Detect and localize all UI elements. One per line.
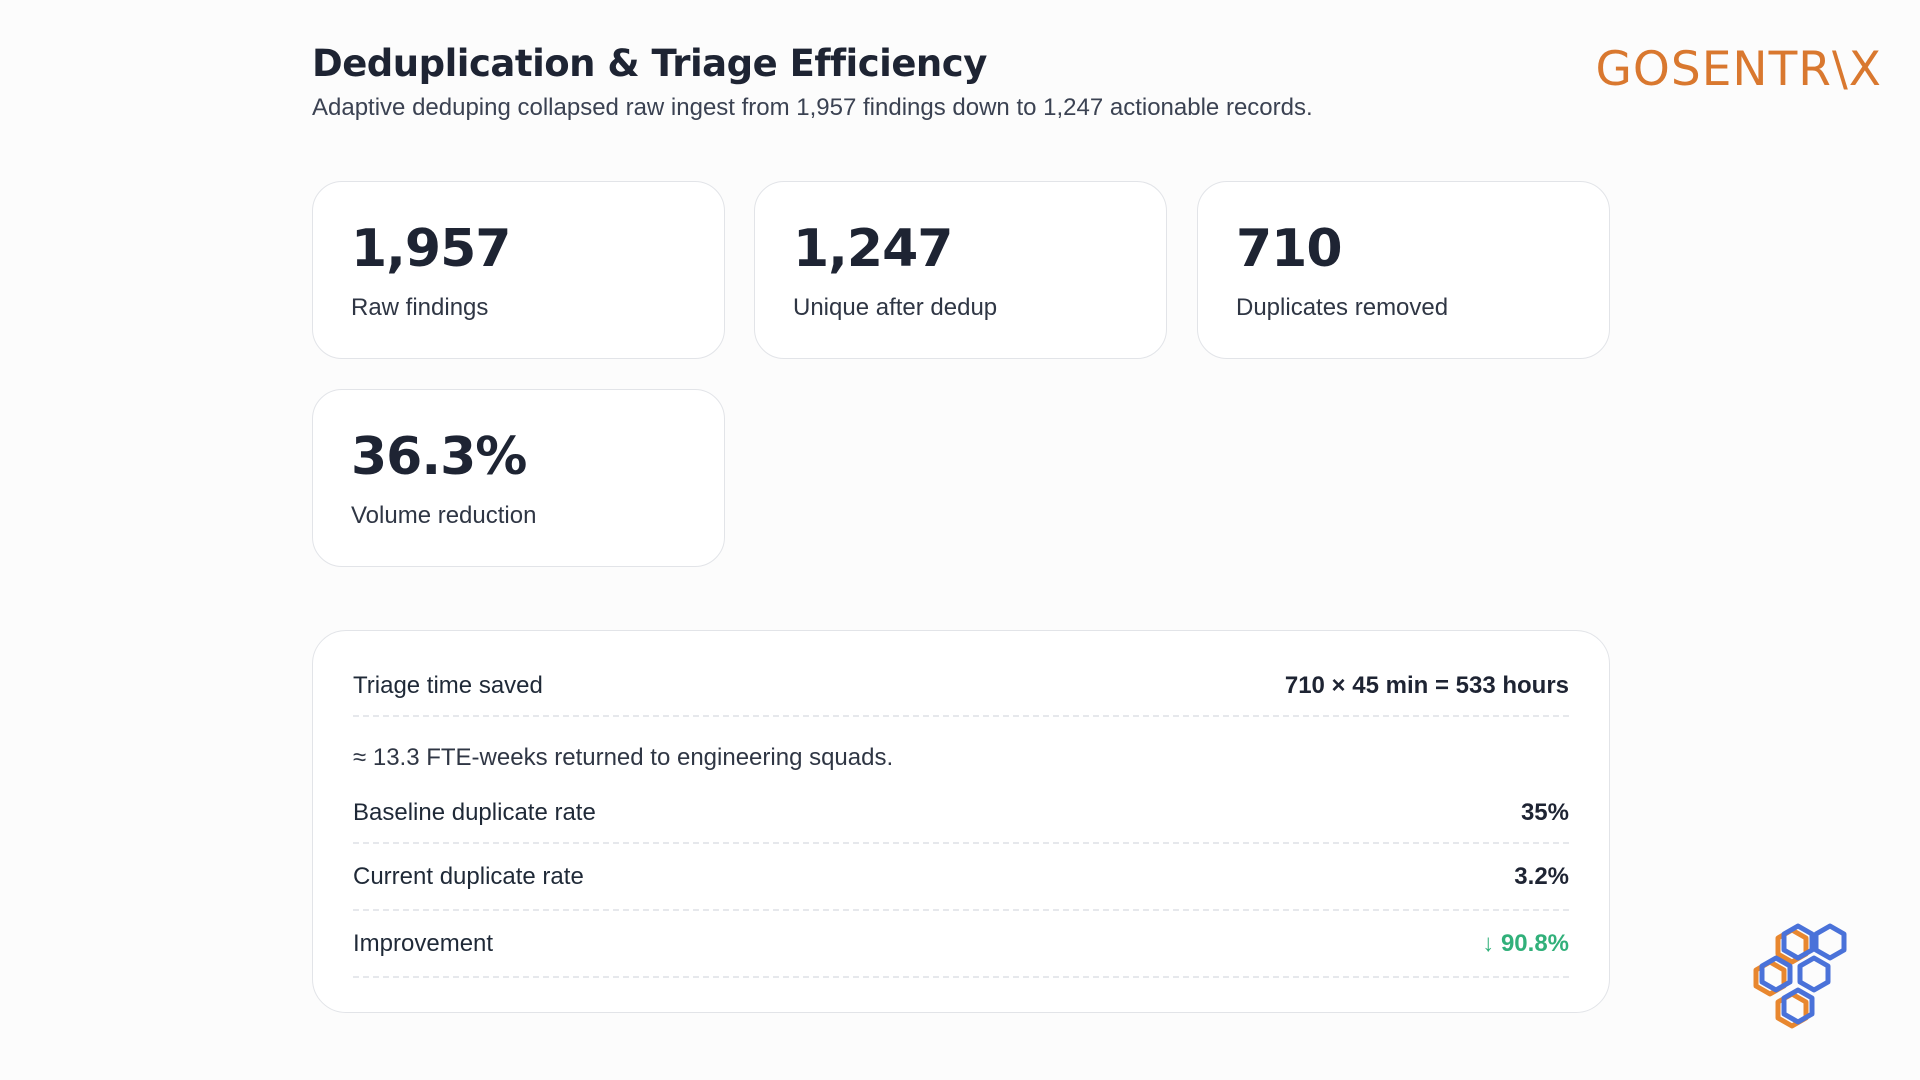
metric-value: 36.3%	[351, 427, 527, 487]
baseline-row: Baseline duplicate rate 35%	[353, 784, 1569, 844]
metric-card-duplicates: 710 Duplicates removed	[1197, 181, 1610, 359]
metric-value: 1,957	[351, 219, 511, 279]
metric-label: Duplicates removed	[1236, 294, 1449, 321]
triage-value: 710 × 45 min = 533 hours	[1284, 672, 1569, 699]
page-subtitle: Adaptive deduping collapsed raw ingest f…	[312, 94, 1313, 121]
details-panel: Triage time saved 710 × 45 min = 533 hou…	[312, 630, 1610, 1013]
baseline-label: Baseline duplicate rate	[353, 799, 596, 826]
metric-value: 710	[1236, 219, 1343, 279]
triage-row: Triage time saved 710 × 45 min = 533 hou…	[353, 657, 1569, 717]
improvement-value: ↓ 90.8%	[1482, 929, 1569, 957]
baseline-value: 35%	[1520, 799, 1569, 826]
metric-card-volume-reduction: 36.3% Volume reduction	[312, 389, 725, 567]
current-value: 3.2%	[1514, 862, 1569, 890]
header: Deduplication & Triage Efficiency Adapti…	[312, 40, 1313, 124]
improvement-row: Improvement ↓ 90.8%	[353, 911, 1569, 978]
metric-label: Unique after dedup	[793, 294, 998, 321]
metric-value: 1,247	[793, 219, 953, 279]
current-row: Current duplicate rate 3.2%	[353, 844, 1569, 911]
hexagon-cluster-icon	[1753, 923, 1847, 1029]
metric-label: Volume reduction	[351, 502, 537, 529]
metric-label: Raw findings	[351, 294, 489, 321]
brand-logo: GOSENTR\X	[1595, 42, 1882, 97]
triage-label: Triage time saved	[353, 672, 543, 699]
current-label: Current duplicate rate	[353, 862, 584, 890]
metric-card-raw-findings: 1,957 Raw findings	[312, 181, 725, 359]
page-title: Deduplication & Triage Efficiency	[312, 42, 987, 85]
fte-note: ≈ 13.3 FTE-weeks returned to engineering…	[353, 744, 894, 771]
metric-card-unique: 1,247 Unique after dedup	[754, 181, 1167, 359]
improvement-label: Improvement	[353, 929, 494, 957]
